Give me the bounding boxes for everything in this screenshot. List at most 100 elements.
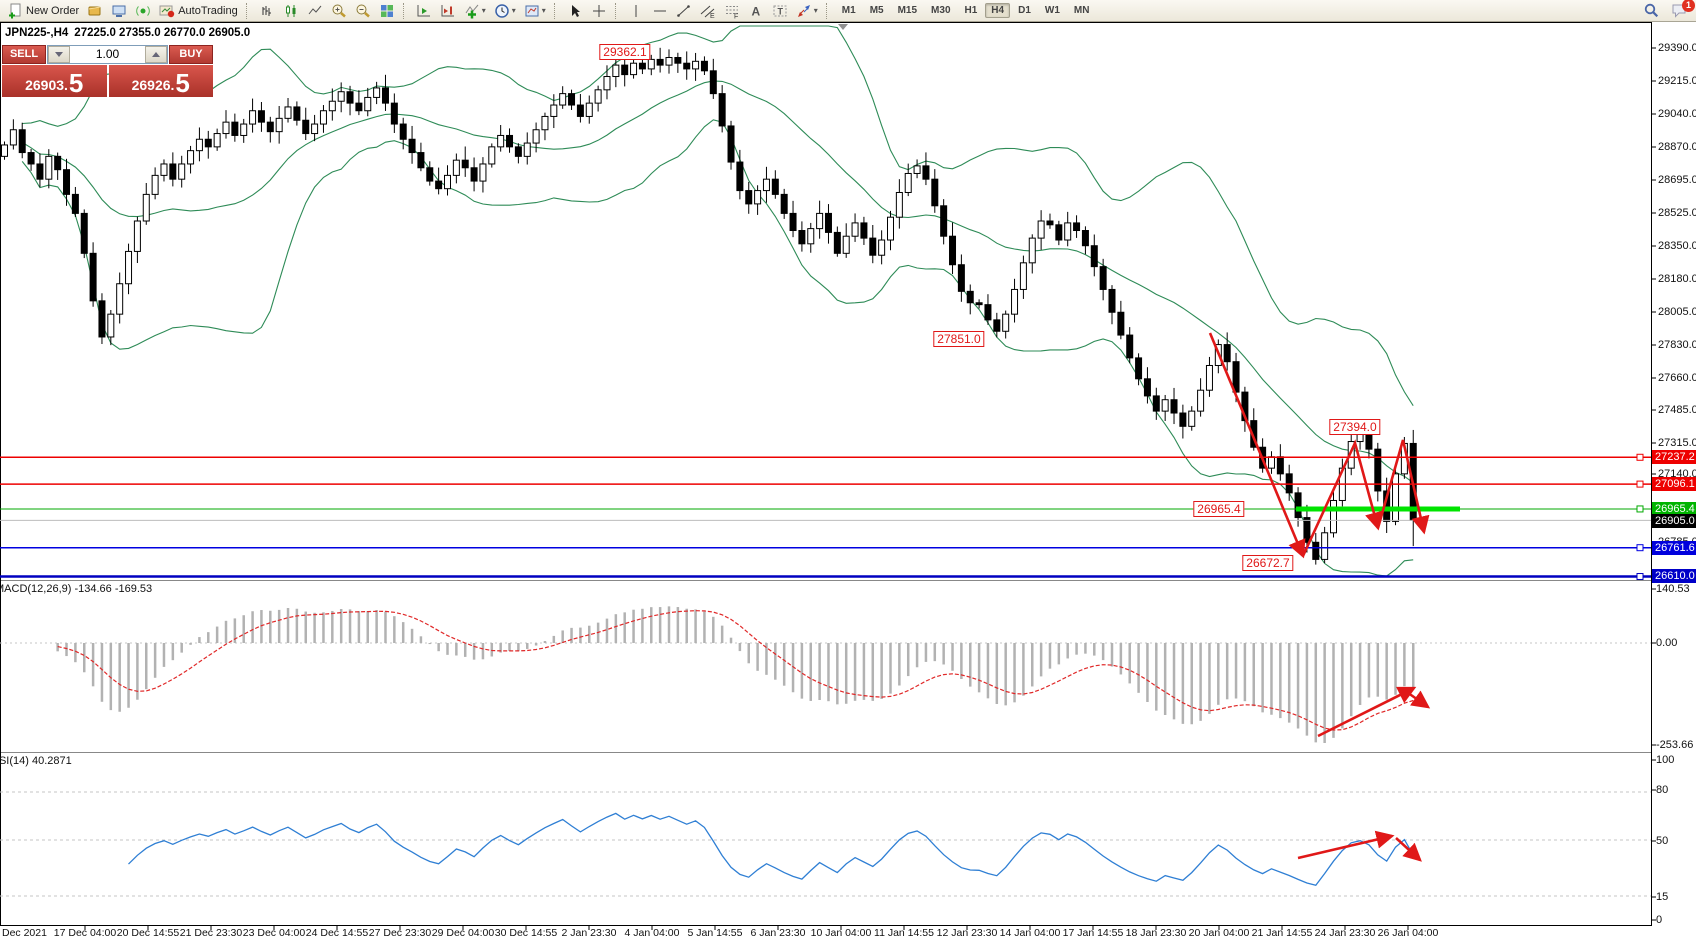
main-toolbar: New Order AutoTrading ▾ ▾ ▾ E F A T ▾	[0, 0, 1696, 22]
buy-price-dot: .	[170, 77, 175, 93]
buy-price-fraction: 5	[175, 68, 190, 98]
sell-button[interactable]: SELL	[2, 45, 46, 64]
indicators-button[interactable]: ▾	[460, 1, 490, 21]
sell-price-dot: .	[64, 77, 68, 93]
trend-arrows	[1208, 332, 1431, 862]
fibonacci-icon: F	[724, 3, 740, 19]
timeframe-button-h1[interactable]: H1	[964, 5, 978, 16]
arrows-button[interactable]: ▾	[792, 1, 822, 21]
timeframe-button-w1[interactable]: W1	[1044, 5, 1060, 16]
price-annotation[interactable]: 29362.1	[599, 44, 651, 60]
trendline-icon	[676, 3, 692, 19]
periods-icon	[494, 3, 510, 19]
timeframe-button-m1[interactable]: M1	[841, 5, 856, 16]
zoom-in-button[interactable]	[327, 1, 351, 21]
new-order-button[interactable]: New Order	[3, 1, 83, 21]
equidistant-channel-button[interactable]: E	[696, 1, 720, 21]
svg-text:E: E	[710, 13, 715, 19]
ohlc-values: 27225.0 27355.0 26770.0 26905.0	[74, 27, 251, 39]
chevron-down-icon: ▾	[541, 6, 546, 15]
notification-badge: 1	[1682, 0, 1695, 12]
volume-up-icon	[152, 52, 160, 57]
buy-button[interactable]: BUY	[169, 45, 213, 64]
order-entry-row: SELL 1.00 BUY	[2, 45, 213, 64]
sell-price-fraction: 5	[68, 68, 84, 98]
chart-shift-icon	[440, 3, 456, 19]
vertical-line-button[interactable]	[624, 1, 648, 21]
toolbar-separator	[825, 2, 831, 19]
price-annotation[interactable]: 26672.7	[1242, 555, 1294, 571]
timeframe-button-m15[interactable]: M15	[897, 5, 918, 16]
toolbar-separator	[245, 2, 251, 19]
timeframe-button-d1[interactable]: D1	[1018, 5, 1031, 16]
trendline-button[interactable]	[672, 1, 696, 21]
timeframe-button-m5[interactable]: M5	[869, 5, 884, 16]
autotrading-icon	[159, 3, 175, 19]
chart-shift-button[interactable]	[436, 1, 460, 21]
signals-button[interactable]	[131, 1, 155, 21]
price-annotation[interactable]: 27394.0	[1329, 419, 1381, 435]
volume-increase-button[interactable]	[145, 46, 167, 63]
svg-text:A: A	[751, 4, 760, 18]
price-display-row: 26903. 5 26926. 5	[2, 65, 213, 97]
alerts-button[interactable]	[83, 1, 107, 21]
toolbar-separator	[402, 2, 408, 19]
one-click-trading-panel: SELL 1.00 BUY 26903. 5 26926. 5	[2, 45, 213, 97]
rsi-indicator-label: RSI(14) 40.2871	[0, 755, 72, 767]
zoom-in-icon	[331, 3, 347, 19]
line-chart-icon	[307, 3, 323, 19]
bar-chart-button[interactable]	[255, 1, 279, 21]
price-annotation[interactable]: 26965.4	[1193, 501, 1245, 517]
terminal-button[interactable]	[107, 1, 131, 21]
arrows-icon	[796, 3, 812, 19]
autotrading-button[interactable]: AutoTrading	[155, 1, 242, 21]
toolbar-separator	[553, 2, 559, 19]
horizontal-line-icon	[652, 3, 668, 19]
crosshair-button[interactable]	[587, 1, 611, 21]
toolbar-separator	[614, 2, 620, 19]
notifications-button[interactable]: 1	[1667, 0, 1695, 21]
signals-icon	[135, 3, 151, 19]
horizontal-line-button[interactable]	[648, 1, 672, 21]
fibonacci-button[interactable]: F	[720, 1, 744, 21]
search-icon	[1643, 3, 1659, 19]
chart-title: JPN225-,H4 27225.0 27355.0 26770.0 26905.…	[5, 27, 250, 39]
timeframe-button-h4[interactable]: H4	[985, 3, 1011, 18]
line-chart-button[interactable]	[303, 1, 327, 21]
templates-button[interactable]: ▾	[520, 1, 550, 21]
vertical-line-icon	[628, 3, 644, 19]
price-annotation[interactable]: 27851.0	[933, 331, 985, 347]
toolbar-right-group: 1	[1639, 0, 1695, 21]
auto-scroll-button[interactable]	[412, 1, 436, 21]
bar-chart-icon	[259, 3, 275, 19]
tile-windows-button[interactable]	[375, 1, 399, 21]
sell-price-main: 26903	[25, 77, 65, 93]
candlestick-button[interactable]	[279, 1, 303, 21]
search-button[interactable]	[1639, 1, 1663, 21]
terminal-icon	[111, 3, 127, 19]
macd-indicator	[0, 606, 1651, 743]
volume-stepper: 1.00	[47, 45, 168, 64]
zoom-out-icon	[355, 3, 371, 19]
chevron-down-icon: ▾	[813, 6, 818, 15]
volume-input[interactable]: 1.00	[95, 47, 120, 61]
text-label-button[interactable]: T	[768, 1, 792, 21]
autotrading-label: AutoTrading	[178, 4, 238, 17]
text-label-icon: T	[772, 3, 788, 19]
tile-windows-icon	[379, 3, 395, 19]
zoom-out-button[interactable]	[351, 1, 375, 21]
text-button[interactable]: A	[744, 1, 768, 21]
chart-frame	[0, 22, 1656, 930]
text-icon: A	[748, 3, 764, 19]
volume-decrease-button[interactable]	[48, 46, 70, 63]
timeframe-button-mn[interactable]: MN	[1073, 5, 1090, 16]
symbol-period-label: JPN225-,H4	[5, 27, 69, 39]
timeframe-button-m30[interactable]: M30	[931, 5, 951, 16]
cursor-button[interactable]	[563, 1, 587, 21]
sell-price-display[interactable]: 26903. 5	[2, 65, 107, 97]
buy-price-display[interactable]: 26926. 5	[108, 65, 213, 98]
svg-text:F: F	[734, 13, 738, 19]
periods-button[interactable]: ▾	[490, 1, 520, 21]
